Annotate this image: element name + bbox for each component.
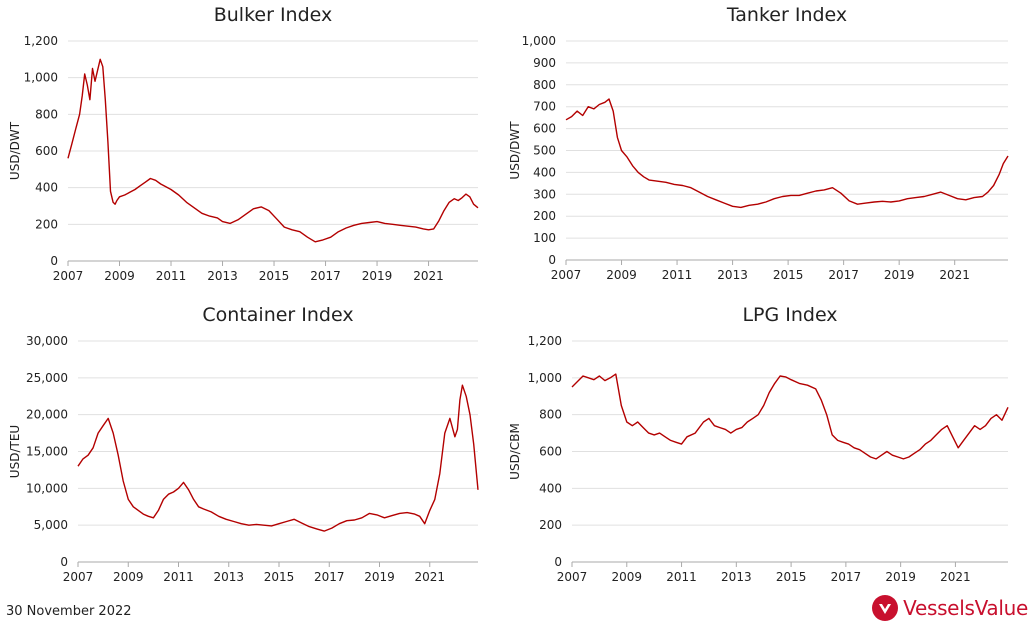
container-y-tick-label-2: 10,000 xyxy=(26,481,68,495)
tanker-y-tick-label-7: 700 xyxy=(533,100,556,114)
tanker-x-tick-label-3: 2013 xyxy=(717,268,748,282)
bulker-chart-title: Bulker Index xyxy=(214,4,333,26)
tanker-y-axis-label: USD/DWT xyxy=(508,121,522,180)
lpg-y-tick-label-3: 600 xyxy=(539,445,562,459)
container-x-tick-label-5: 2017 xyxy=(314,570,345,584)
container-x-tick-label-2: 2011 xyxy=(163,570,194,584)
container-y-tick-label-1: 5,000 xyxy=(34,518,68,532)
tanker-y-tick-label-4: 400 xyxy=(533,165,556,179)
bulker-y-tick-label-3: 600 xyxy=(35,144,58,158)
container-x-tick-label-6: 2019 xyxy=(364,570,395,584)
bulker-y-tick-label-6: 1,200 xyxy=(24,34,58,48)
lpg-x-tick-label-1: 2009 xyxy=(612,570,643,584)
container-y-tick-label-3: 15,000 xyxy=(26,445,68,459)
tanker-chart-title: Tanker Index xyxy=(726,4,847,26)
lpg-y-tick-label-4: 800 xyxy=(539,408,562,422)
tanker-x-tick-label-5: 2017 xyxy=(828,268,859,282)
tanker-y-tick-label-5: 500 xyxy=(533,144,556,158)
container-x-tick-label-0: 2007 xyxy=(63,570,94,584)
footer-date: 30 November 2022 xyxy=(6,604,132,619)
tanker-y-tick-label-3: 300 xyxy=(533,187,556,201)
container-x-tick-label-1: 2009 xyxy=(113,570,144,584)
bulker-x-tick-label-7: 2021 xyxy=(413,269,444,283)
tanker-x-tick-label-4: 2015 xyxy=(773,268,804,282)
tanker-y-tick-label-1: 100 xyxy=(533,231,556,245)
tanker-x-tick-label-7: 2021 xyxy=(939,268,970,282)
lpg-y-tick-label-6: 1,200 xyxy=(528,334,562,348)
bulker-y-tick-label-0: 0 xyxy=(50,254,58,268)
bulker-x-tick-label-5: 2017 xyxy=(310,269,341,283)
tanker-x-tick-label-1: 2009 xyxy=(606,268,637,282)
lpg-x-tick-label-5: 2017 xyxy=(831,570,862,584)
brand-name: VesselsValue xyxy=(903,596,1028,620)
tanker-x-tick-label-6: 2019 xyxy=(884,268,915,282)
bulker-series-line-0 xyxy=(67,58,479,243)
bulker-y-tick-label-2: 400 xyxy=(35,181,58,195)
lpg-y-tick-label-2: 400 xyxy=(539,481,562,495)
tanker-x-tick-label-2: 2011 xyxy=(662,268,693,282)
container-chart-title: Container Index xyxy=(202,304,353,326)
bulker-y-tick-label-1: 200 xyxy=(35,217,58,231)
bulker-y-axis-label: USD/DWT xyxy=(8,121,22,180)
container-y-tick-label-5: 25,000 xyxy=(26,371,68,385)
container-y-tick-label-0: 0 xyxy=(60,555,68,569)
lpg-series-line-0 xyxy=(571,373,1009,460)
lpg-x-tick-label-6: 2019 xyxy=(885,570,916,584)
container-x-tick-label-3: 2013 xyxy=(213,570,244,584)
lpg-y-tick-label-0: 0 xyxy=(554,555,562,569)
container-x-tick-label-7: 2021 xyxy=(414,570,445,584)
tanker-series-line-0 xyxy=(565,98,1009,209)
lpg-x-tick-label-4: 2015 xyxy=(776,570,807,584)
container-x-tick-label-4: 2015 xyxy=(264,570,295,584)
lpg-y-tick-label-1: 200 xyxy=(539,518,562,532)
tanker-y-tick-label-0: 0 xyxy=(548,253,556,267)
bulker-x-tick-label-6: 2019 xyxy=(362,269,393,283)
bulker-x-tick-label-1: 2009 xyxy=(104,269,135,283)
lpg-x-tick-label-2: 2011 xyxy=(666,570,697,584)
tanker-y-tick-label-2: 200 xyxy=(533,209,556,223)
bulker-x-tick-label-0: 2007 xyxy=(53,269,84,283)
container-y-tick-label-4: 20,000 xyxy=(26,408,68,422)
lpg-chart-title: LPG Index xyxy=(742,304,837,326)
bulker-x-tick-label-4: 2015 xyxy=(259,269,290,283)
brand-logo[interactable]: VesselsValue xyxy=(872,594,1028,622)
tanker-y-tick-label-9: 900 xyxy=(533,56,556,70)
container-series-line-0 xyxy=(77,384,479,532)
bulker-y-tick-label-5: 1,000 xyxy=(24,71,58,85)
tanker-y-tick-label-10: 1,000 xyxy=(522,34,556,48)
lpg-y-tick-label-5: 1,000 xyxy=(528,371,562,385)
vesselsvalue-logo-icon xyxy=(872,595,899,621)
container-y-tick-label-6: 30,000 xyxy=(26,334,68,348)
lpg-x-tick-label-0: 2007 xyxy=(557,570,588,584)
lpg-x-tick-label-3: 2013 xyxy=(721,570,752,584)
bulker-y-tick-label-4: 800 xyxy=(35,107,58,121)
tanker-y-tick-label-8: 800 xyxy=(533,78,556,92)
container-y-axis-label: USD/TEU xyxy=(8,425,22,478)
tanker-y-tick-label-6: 600 xyxy=(533,122,556,136)
bulker-x-tick-label-2: 2011 xyxy=(156,269,187,283)
tanker-x-tick-label-0: 2007 xyxy=(551,268,582,282)
lpg-y-axis-label: USD/CBM xyxy=(508,423,522,480)
lpg-x-tick-label-7: 2021 xyxy=(940,570,971,584)
bulker-x-tick-label-3: 2013 xyxy=(207,269,238,283)
